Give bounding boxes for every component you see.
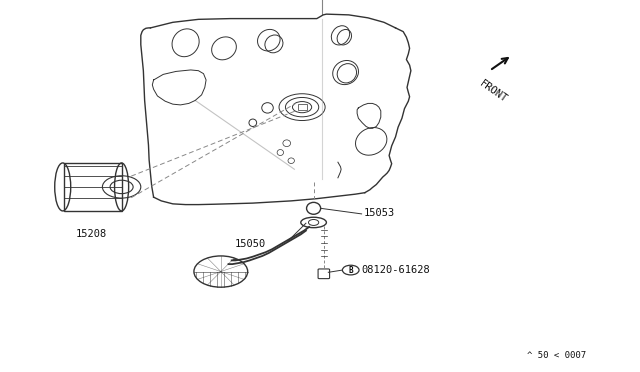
Bar <box>298 104 307 110</box>
Text: 15050: 15050 <box>234 239 266 248</box>
Text: ^ 50 < 0007: ^ 50 < 0007 <box>527 351 586 360</box>
Text: B: B <box>348 266 353 275</box>
Text: 15053: 15053 <box>364 208 395 218</box>
Text: 15208: 15208 <box>76 229 106 239</box>
Text: 08120-61628: 08120-61628 <box>361 265 429 275</box>
Text: FRONT: FRONT <box>478 78 509 104</box>
